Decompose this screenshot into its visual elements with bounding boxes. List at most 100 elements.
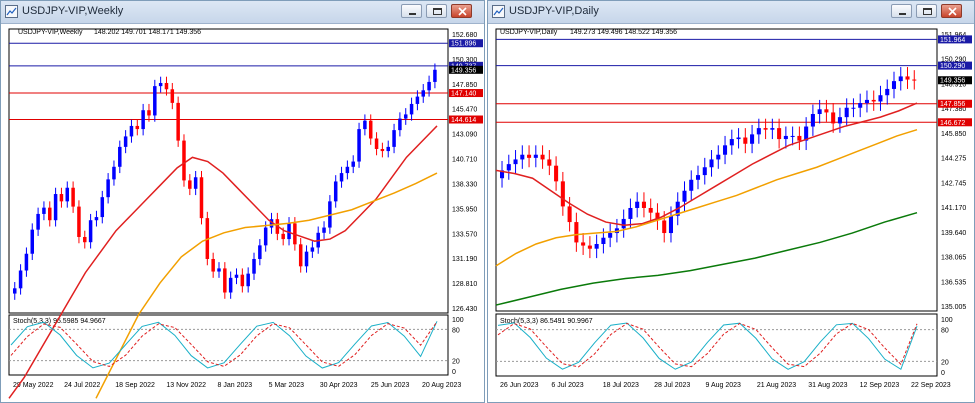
candle-body (374, 138, 379, 149)
minimize-button[interactable] (401, 4, 422, 18)
date-tick-label: 26 Jun 2023 (500, 382, 539, 389)
candle-body (240, 274, 245, 287)
candle-body (409, 103, 414, 115)
candle-body (810, 114, 815, 127)
candle-body (433, 69, 437, 82)
weekly-titlebar[interactable]: USDJPY-VIP,Weekly (1, 1, 484, 24)
candle-body (53, 194, 58, 221)
candle-body (770, 128, 775, 130)
close-button[interactable] (451, 4, 472, 18)
candle-body (885, 88, 890, 96)
level-price-box (938, 61, 972, 70)
price-tick-label: 133.570 (452, 231, 477, 238)
candle-body (199, 177, 204, 219)
candle-body (668, 215, 674, 234)
candle-body (228, 277, 233, 293)
price-tick-label: 147.380 (941, 106, 966, 113)
maximize-icon (433, 8, 442, 15)
candle-body (905, 76, 910, 80)
candle-body (581, 242, 586, 246)
candle-body (252, 258, 256, 274)
candle-body (560, 181, 565, 207)
price-tick-label: 135.950 (452, 206, 477, 213)
candle-body (100, 197, 105, 218)
weekly-price-chart[interactable]: USDJPY-VIP,Weekly 148.202 149.701 148.17… (1, 23, 484, 402)
candle-body (783, 135, 788, 140)
ma-orange-line (95, 172, 438, 399)
stoch-tick-label: 80 (941, 328, 949, 335)
candle-body (756, 128, 761, 135)
date-tick-label: 6 Jul 2023 (551, 382, 583, 389)
maximize-button[interactable] (916, 4, 937, 18)
candle-body (71, 187, 75, 207)
candle-body (310, 247, 315, 252)
minimize-button[interactable] (891, 4, 912, 18)
candle-body (689, 179, 694, 191)
candle-body (345, 166, 350, 174)
candle-body (427, 81, 431, 91)
candle-body (601, 237, 606, 244)
price-tick-label: 128.810 (452, 281, 477, 288)
candle-body (587, 245, 592, 249)
candle-body (871, 99, 876, 102)
close-icon (458, 7, 467, 16)
candle-body (682, 190, 687, 202)
level-price-label: 144.614 (451, 117, 476, 124)
candle-body (333, 181, 338, 202)
candle-body (655, 212, 660, 221)
close-button[interactable] (941, 4, 962, 18)
candle-body (77, 206, 81, 237)
candle-body (211, 258, 215, 272)
price-tick-label: 150.290 (941, 57, 966, 64)
ma-red-line (8, 125, 438, 399)
candle-body (94, 217, 99, 221)
stoch-signal-line (10, 321, 438, 368)
level-price-box (938, 99, 972, 108)
candle-body (736, 137, 741, 140)
stoch-main-line (497, 322, 918, 371)
daily-chart-window[interactable]: USDJPY-VIP,Daily USDJPY-VIP,Daily 149.27… (487, 0, 975, 403)
level-price-box (938, 35, 972, 44)
date-tick-label: 20 Aug 2023 (422, 382, 461, 389)
candle-body (304, 251, 309, 267)
daily-price-chart[interactable]: USDJPY-VIP,Daily 149.273 149.496 148.522… (488, 23, 974, 402)
candle-body (368, 120, 373, 139)
chart-window-icon (492, 5, 505, 18)
price-tick-label: 152.680 (452, 32, 477, 39)
candle-body (287, 223, 291, 240)
candle-body (743, 137, 748, 144)
candle-body (415, 96, 420, 104)
candle-body (709, 159, 714, 168)
weekly-chart-window[interactable]: USDJPY-VIP,Weekly USDJPY-VIP,Weekly 148.… (0, 0, 485, 403)
candle-body (648, 207, 653, 213)
candle-body (351, 161, 355, 167)
candle-body (258, 245, 262, 259)
daily-titlebar[interactable]: USDJPY-VIP,Daily (488, 1, 974, 24)
date-tick-label: 13 Nov 2022 (166, 382, 206, 389)
candle-body (702, 167, 707, 176)
chart-window-icon (5, 5, 18, 18)
candle-body (837, 117, 842, 124)
candle-body (158, 82, 163, 87)
stoch-panel-frame (495, 313, 938, 377)
candle-body (83, 236, 87, 243)
chart-info-ohlc: 148.202 149.701 148.171 149.356 (94, 29, 201, 36)
candle-body (322, 227, 326, 233)
level-price-box (449, 89, 483, 98)
candle-body (118, 146, 122, 167)
price-tick-label: 140.710 (452, 157, 477, 164)
candle-body (729, 139, 734, 146)
level-price-label: 151.964 (940, 37, 965, 44)
date-tick-label: 18 Jul 2023 (603, 382, 639, 389)
maximize-button[interactable] (426, 4, 447, 18)
maximize-icon (923, 8, 932, 15)
candle-body (750, 134, 755, 144)
price-panel-frame (8, 28, 449, 314)
candle-body (36, 213, 40, 230)
candle-body (790, 135, 795, 137)
candle-body (164, 82, 169, 90)
candle-body (567, 206, 572, 223)
candle-body (628, 207, 633, 219)
candle-body (65, 187, 70, 202)
date-tick-label: 31 Aug 2023 (808, 382, 847, 389)
